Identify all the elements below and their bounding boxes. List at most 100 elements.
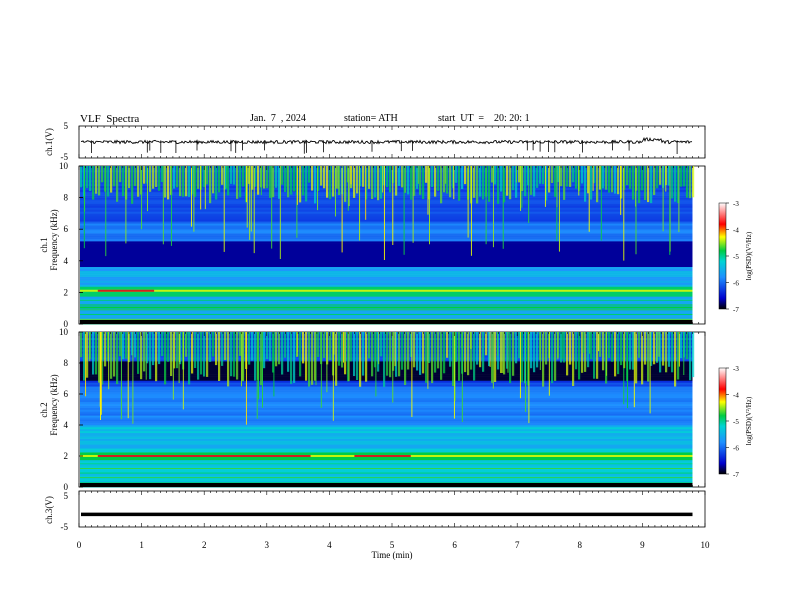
spectrogram-band <box>80 457 693 461</box>
spectrogram-band <box>80 312 693 315</box>
x-tick-label: 1 <box>139 540 144 550</box>
sferic-column <box>608 332 611 358</box>
ch1-colorbar-label: log(PSD)(V²/Hz) <box>745 231 753 280</box>
spectrogram-band <box>80 316 693 319</box>
sferic-column <box>119 166 122 183</box>
x-tick-label: 4 <box>327 540 332 550</box>
sferic-column <box>233 166 236 185</box>
sferic-column <box>686 166 689 198</box>
sferic-column <box>533 332 536 373</box>
x-tick-label: 2 <box>202 540 207 550</box>
sferic-column <box>314 166 317 204</box>
sferic-column <box>362 166 365 187</box>
sferic-column <box>98 166 101 196</box>
colorbar-tick-label: -4 <box>733 392 739 400</box>
x-tick-label: 10 <box>701 540 711 550</box>
sferic-column <box>131 332 134 356</box>
sferic-column <box>371 332 374 377</box>
spectrogram-band <box>80 411 693 414</box>
y-tick-label: 8 <box>64 193 69 203</box>
sferic-column <box>122 166 125 197</box>
sferic-column <box>638 166 641 204</box>
sferic-column <box>533 166 536 197</box>
sferic-column <box>128 332 131 363</box>
sferic-column <box>281 332 284 375</box>
x-axis-tick-labels: 0 1 2 3 4 5 6 7 8 9 10 <box>77 540 710 550</box>
spectrogram-band <box>80 250 693 254</box>
sferic-column <box>92 332 95 375</box>
spectrogram-band <box>80 403 693 406</box>
sferic-column <box>500 166 503 192</box>
sferic-column <box>500 332 503 373</box>
sferic-column <box>248 332 251 365</box>
spectrogram-band <box>80 252 693 256</box>
sferic-column <box>476 332 479 365</box>
sferic-column <box>407 166 410 195</box>
y-tick-label: 6 <box>64 224 69 234</box>
sferic-column <box>359 332 362 387</box>
sferic-column <box>512 166 515 191</box>
y-tick-label: 4 <box>64 420 69 430</box>
x-tick-label: 3 <box>265 540 270 550</box>
spectrogram-band <box>80 241 693 244</box>
ch3-waveform-frame <box>78 490 706 528</box>
zero-frequency-bar <box>80 483 693 487</box>
sferic-column <box>329 166 332 200</box>
sferic-column <box>305 332 308 381</box>
sferic-column <box>446 166 449 194</box>
sferic-column <box>374 332 377 368</box>
sferic-column <box>242 166 245 187</box>
spectrogram-band <box>80 456 693 459</box>
spectrogram-band <box>80 459 693 463</box>
y-tick-label: 2 <box>64 451 69 461</box>
sferic-column <box>191 332 194 374</box>
sferic-column <box>260 332 263 386</box>
spectrogram-band <box>80 203 693 206</box>
sferic-column <box>92 166 95 200</box>
chart-title: VLF Spectra <box>80 113 140 125</box>
sferic-column <box>329 332 332 360</box>
sferic-column <box>428 332 431 363</box>
sferic-column <box>641 332 644 385</box>
sferic-column <box>161 166 164 182</box>
sferic-column <box>263 332 266 369</box>
sferic-column <box>455 166 458 183</box>
spectrogram-band <box>80 189 693 192</box>
sferic-column <box>641 166 644 191</box>
sferic-column <box>374 166 377 198</box>
spectrogram-band <box>80 274 693 277</box>
sferic-column <box>644 332 647 365</box>
sferic-column <box>383 332 386 387</box>
sferic-column <box>149 166 152 192</box>
sferic-column <box>563 166 566 200</box>
sferic-column <box>389 332 392 378</box>
spectrogram-band <box>80 256 693 260</box>
sferic-column <box>287 332 290 372</box>
sferic-column <box>437 166 440 191</box>
spectrogram-band <box>80 475 693 478</box>
sferic-column <box>479 166 482 197</box>
sferic-column <box>341 332 344 368</box>
sferic-column <box>275 332 278 367</box>
sferic-column <box>674 332 677 387</box>
sferic-column <box>581 332 584 373</box>
spectrogram-band <box>80 266 693 269</box>
sferic-column <box>89 166 92 191</box>
spectrogram-band <box>80 209 693 212</box>
sferic-column <box>530 332 533 369</box>
sferic-column <box>290 332 293 384</box>
sferic-column <box>185 166 188 197</box>
sferic-column <box>299 166 302 203</box>
sferic-column <box>110 332 113 379</box>
sferic-column <box>353 166 356 198</box>
spectrogram-band <box>80 272 693 275</box>
sferic-column <box>635 332 638 384</box>
spectrogram-band <box>80 380 693 383</box>
sferic-column <box>356 332 359 380</box>
sferic-column <box>620 332 623 366</box>
sferic-column <box>683 166 686 187</box>
sferic-column <box>338 332 341 366</box>
spectrogram-band <box>80 382 693 385</box>
sferic-column <box>80 166 83 188</box>
sferic-column <box>347 332 350 382</box>
